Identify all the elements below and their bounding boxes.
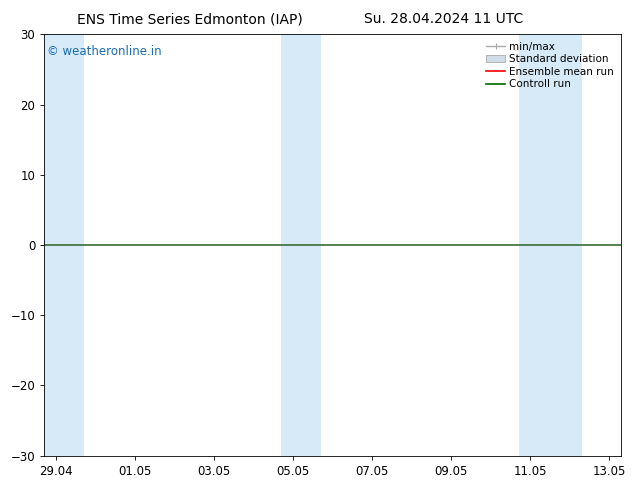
Legend: min/max, Standard deviation, Ensemble mean run, Controll run: min/max, Standard deviation, Ensemble me… bbox=[484, 40, 616, 92]
Text: Su. 28.04.2024 11 UTC: Su. 28.04.2024 11 UTC bbox=[364, 12, 524, 26]
Bar bbox=[281, 34, 321, 456]
Bar bbox=[519, 34, 582, 456]
Text: ENS Time Series Edmonton (IAP): ENS Time Series Edmonton (IAP) bbox=[77, 12, 303, 26]
Bar bbox=[44, 34, 84, 456]
Text: © weatheronline.in: © weatheronline.in bbox=[48, 45, 162, 58]
